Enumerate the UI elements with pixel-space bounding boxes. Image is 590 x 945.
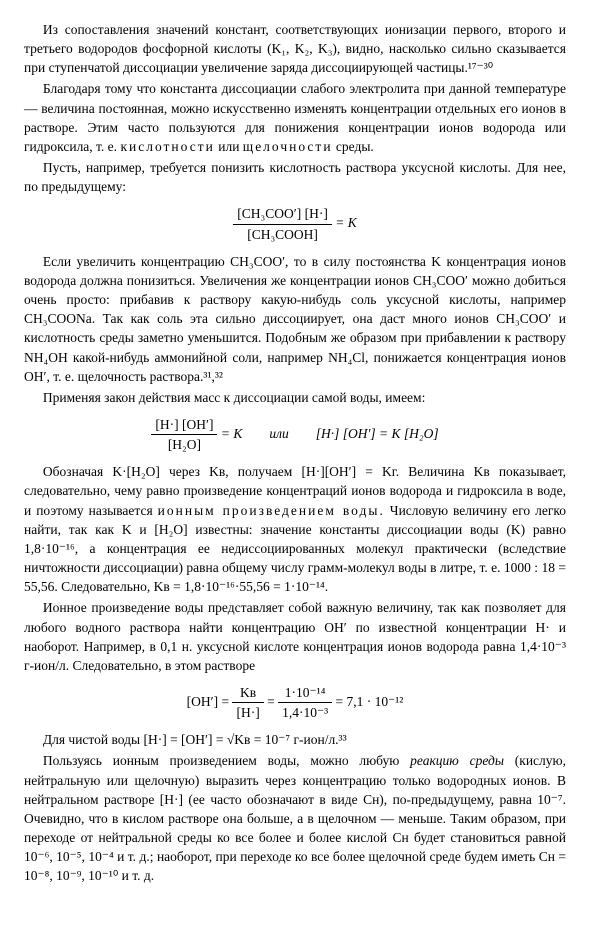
fraction: [CH₃COO′] [H·] [CH₃COOH] bbox=[233, 204, 332, 243]
text: (кислую, нейтральную или щелочную) выраз… bbox=[24, 753, 566, 883]
para-6: Обозначая K·[H₂O] через Kв, получаем [H·… bbox=[24, 462, 566, 596]
eq: = bbox=[264, 694, 278, 709]
text: среды. bbox=[333, 139, 374, 154]
text: Пользуясь ионным произведением воды, мож… bbox=[43, 753, 410, 768]
para-4: Если увеличить концентрацию CH₃COO′, то … bbox=[24, 252, 566, 386]
text: или bbox=[215, 139, 243, 154]
fraction: 1·10⁻¹⁴ 1,4·10⁻³ bbox=[278, 683, 332, 722]
numerator: [CH₃COO′] [H·] bbox=[233, 204, 332, 224]
formula-2: [H·] [OH′] [H₂O] = K или [H·] [OH′] = K … bbox=[24, 415, 566, 454]
denominator: [H₂O] bbox=[151, 435, 217, 454]
formula-rhs: = 7,1 · 10⁻¹² bbox=[332, 694, 403, 709]
formula-3: [OH′] = Kв [H·] = 1·10⁻¹⁴ 1,4·10⁻³ = 7,1… bbox=[24, 683, 566, 722]
para-3: Пусть, например, требуется понизить кисл… bbox=[24, 158, 566, 196]
para-5: Применяя закон действия масс к диссоциац… bbox=[24, 388, 566, 407]
denominator: [H·] bbox=[232, 703, 263, 722]
para-9: Пользуясь ионным произведением воды, мож… bbox=[24, 751, 566, 885]
fraction: Kв [H·] bbox=[232, 683, 263, 722]
numerator: Kв bbox=[232, 683, 263, 703]
para-1: Из сопоставления значений констант, соот… bbox=[24, 20, 566, 77]
formula-lhs: [OH′] = bbox=[187, 694, 233, 709]
spaced-text: кислотности bbox=[120, 139, 214, 154]
numerator: 1·10⁻¹⁴ bbox=[278, 683, 332, 703]
fraction: [H·] [OH′] [H₂O] bbox=[151, 415, 217, 454]
italic-text: реакцию среды bbox=[410, 753, 504, 768]
spaced-text: ионным произведением воды. bbox=[158, 503, 385, 518]
numerator: [H·] [OH′] bbox=[151, 415, 217, 435]
formula-rhs: = K bbox=[332, 215, 357, 230]
para-2: Благодаря тому что константа диссоциации… bbox=[24, 79, 566, 156]
para-8: Для чистой воды [H·] = [OH′] = √Kв = 10⁻… bbox=[24, 730, 566, 749]
formula-mid: = K или [H·] [OH′] = K [H₂O] bbox=[217, 426, 438, 441]
formula-1: [CH₃COO′] [H·] [CH₃COOH] = K bbox=[24, 204, 566, 243]
para-7: Ионное произведение воды представляет со… bbox=[24, 598, 566, 675]
denominator: [CH₃COOH] bbox=[233, 225, 332, 244]
spaced-text: щелочности bbox=[243, 139, 333, 154]
denominator: 1,4·10⁻³ bbox=[278, 703, 332, 722]
